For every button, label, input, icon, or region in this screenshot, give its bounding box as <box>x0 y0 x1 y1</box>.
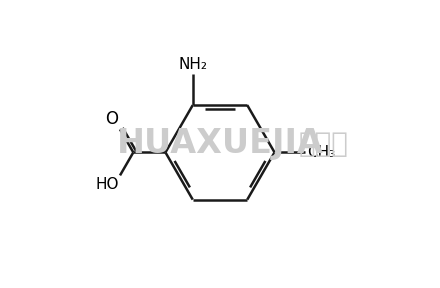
Text: HO: HO <box>95 177 119 192</box>
Text: O: O <box>106 110 119 128</box>
Text: CH₃: CH₃ <box>307 145 335 160</box>
Text: HUAXUEJIA: HUAXUEJIA <box>117 128 323 160</box>
Text: 化学加: 化学加 <box>298 130 348 158</box>
Text: NH₂: NH₂ <box>178 57 207 72</box>
